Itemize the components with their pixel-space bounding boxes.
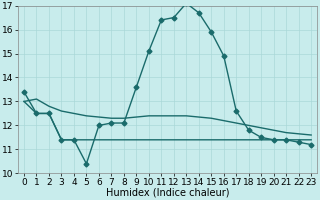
X-axis label: Humidex (Indice chaleur): Humidex (Indice chaleur) (106, 188, 229, 198)
